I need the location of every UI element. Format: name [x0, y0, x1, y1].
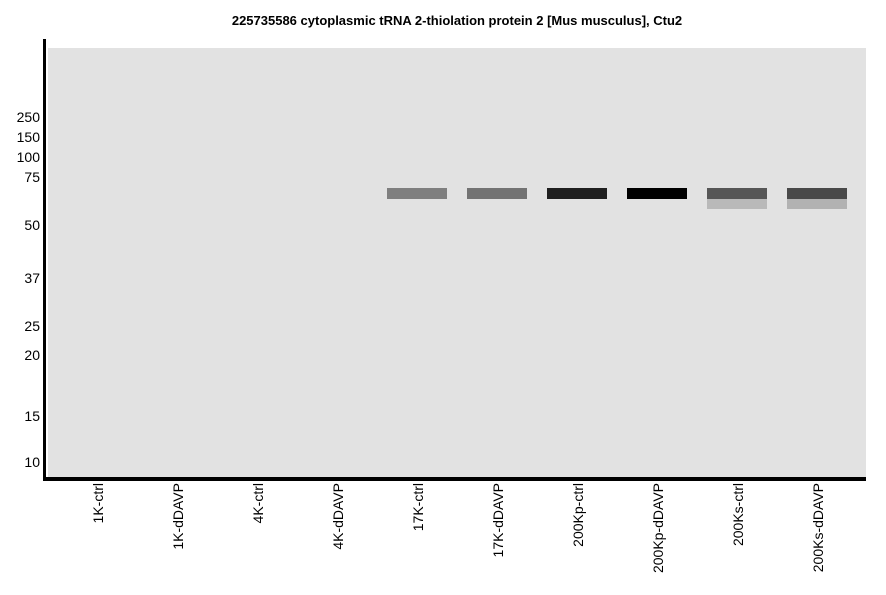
protein-band — [707, 188, 767, 199]
protein-band-lower — [787, 199, 847, 209]
lane-label-17k-ddavp: 17K-dDAVP — [490, 483, 506, 558]
protein-band — [627, 188, 687, 199]
protein-band — [547, 188, 607, 199]
y-tick-label-15: 15 — [24, 408, 40, 424]
y-tick-label-25: 25 — [24, 318, 40, 334]
lane-label-200kp-ddavp: 200Kp-dDAVP — [650, 483, 666, 574]
x-axis-line — [43, 477, 866, 481]
lane-label-4k-ddavp: 4K-dDAVP — [330, 483, 346, 550]
lane-label-200ks-ctrl: 200Ks-ctrl — [730, 483, 746, 547]
protein-band-lower — [707, 199, 767, 209]
protein-band — [387, 188, 447, 199]
y-tick-label-250: 250 — [16, 109, 40, 125]
figure-title: 225735586 cytoplasmic tRNA 2-thiolation … — [231, 13, 683, 28]
protein-band — [467, 188, 527, 199]
lane-label-1k-ddavp: 1K-dDAVP — [170, 483, 186, 550]
y-tick-label-37: 37 — [24, 270, 40, 286]
lane-label-1k-ctrl: 1K-ctrl — [90, 483, 106, 524]
y-tick-label-50: 50 — [24, 217, 40, 233]
y-tick-label-75: 75 — [24, 169, 40, 185]
y-axis-line — [43, 39, 46, 481]
lane-label-4k-ctrl: 4K-ctrl — [250, 483, 266, 524]
y-tick-label-20: 20 — [24, 347, 40, 363]
y-tick-label-150: 150 — [16, 129, 40, 145]
protein-band — [787, 188, 847, 199]
lane-label-17k-ctrl: 17K-ctrl — [410, 483, 426, 532]
lane-label-200ks-ddavp: 200Ks-dDAVP — [810, 483, 826, 573]
y-tick-label-100: 100 — [16, 149, 40, 165]
y-tick-label-10: 10 — [24, 454, 40, 470]
lane-label-200kp-ctrl: 200Kp-ctrl — [570, 483, 586, 547]
plot-area — [48, 48, 866, 477]
